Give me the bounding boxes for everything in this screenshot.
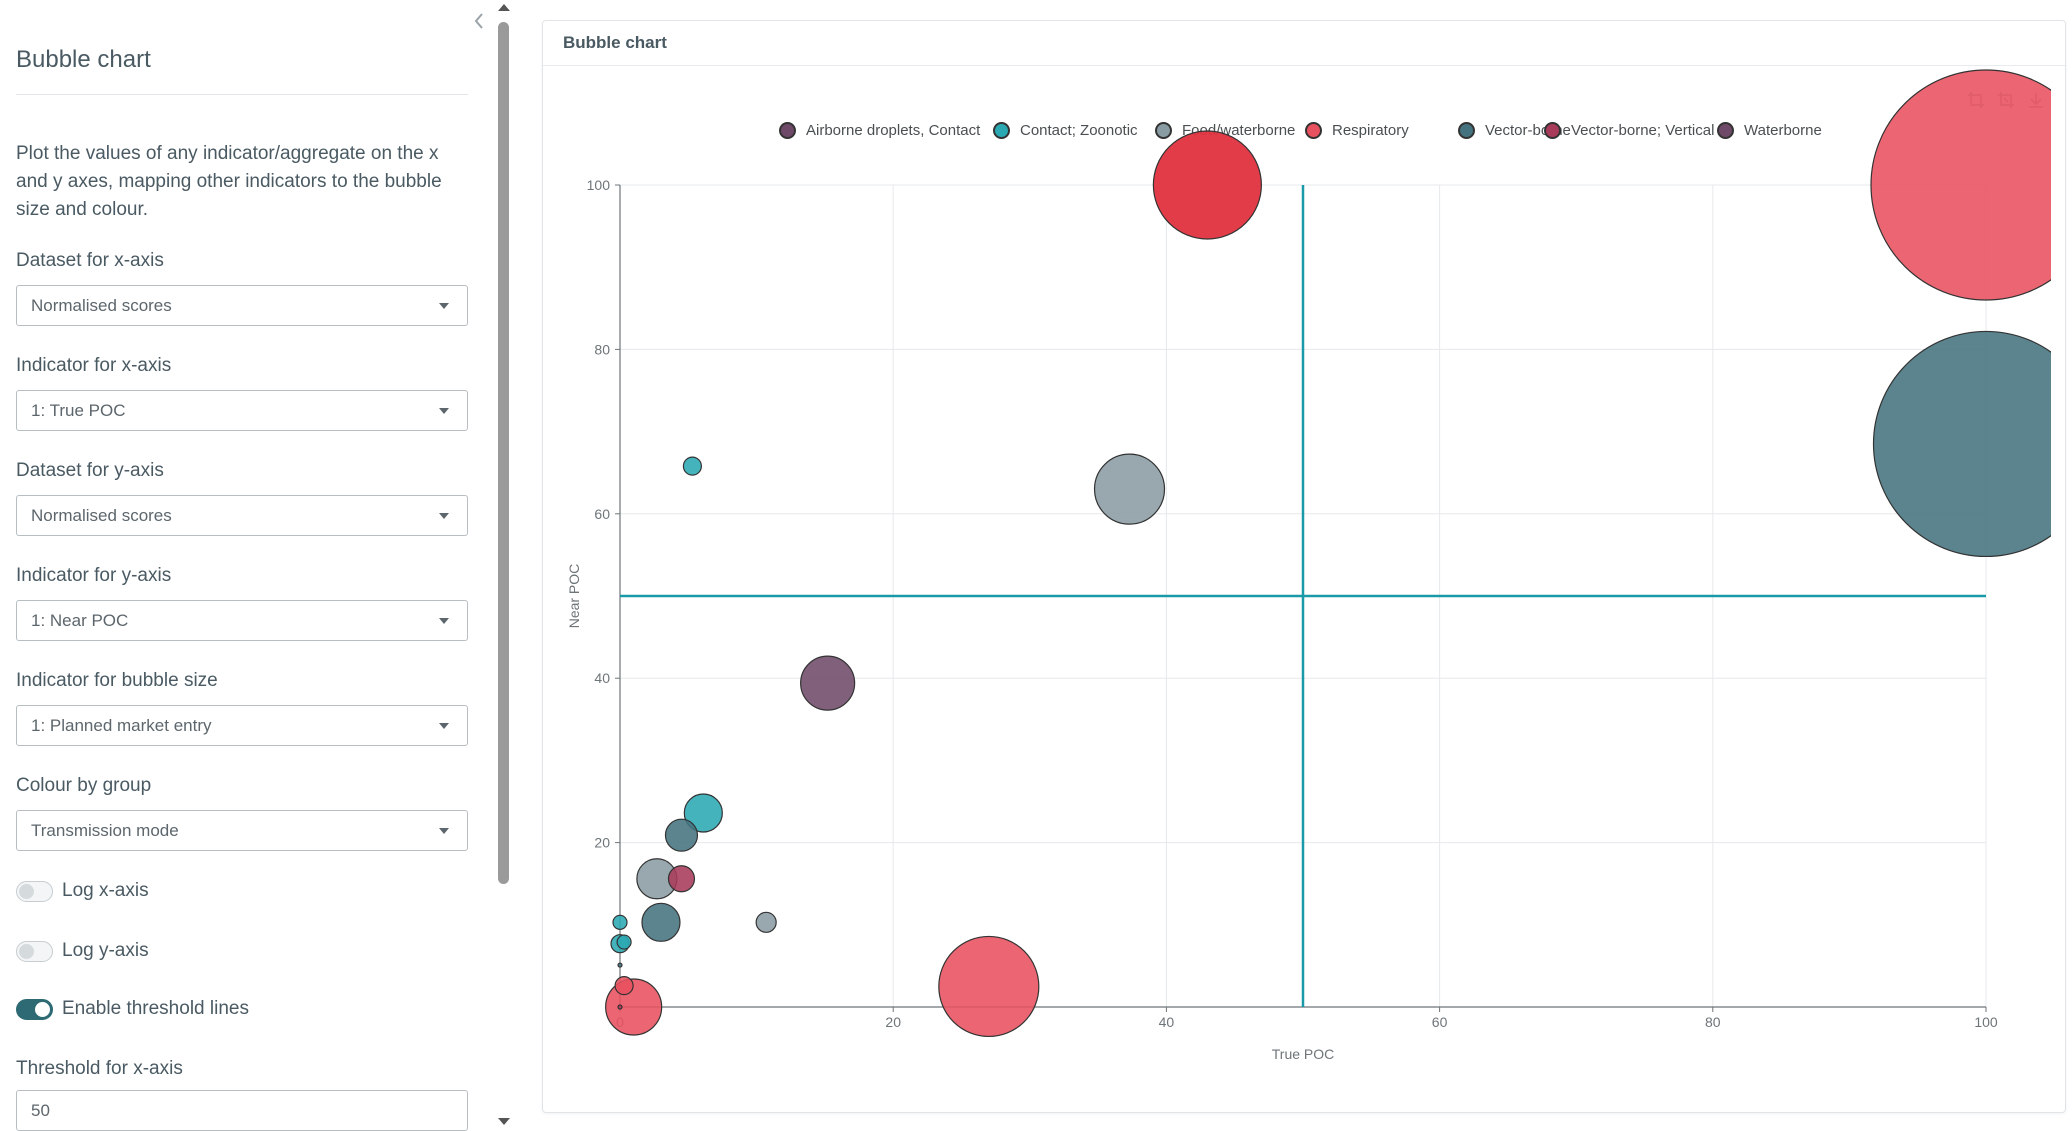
bubble[interactable] [612, 914, 628, 930]
x-axis-title: True POC [1272, 1046, 1335, 1062]
size-indicator-select[interactable]: 1: Planned market entry [16, 705, 468, 746]
y-dataset-value: Normalised scores [31, 505, 172, 525]
legend-item[interactable]: Airborne droplets, Contact [779, 122, 980, 139]
collapse-sidebar-button[interactable] [468, 8, 490, 34]
caret-down-icon [439, 303, 449, 309]
legend-item[interactable]: Waterborne [1717, 122, 1822, 139]
bubble[interactable] [683, 793, 723, 833]
caret-down-icon [439, 618, 449, 624]
bubble[interactable] [1870, 69, 2051, 301]
legend-swatch [993, 122, 1010, 139]
x-dataset-label: Dataset for x-axis [16, 250, 164, 271]
bubble[interactable] [755, 911, 777, 933]
y-indicator-value: 1: Near POC [31, 610, 129, 630]
threshold-x-label: Threshold for x-axis [16, 1058, 183, 1079]
size-indicator-label: Indicator for bubble size [16, 670, 218, 691]
y-dataset-select[interactable]: Normalised scores [16, 495, 468, 536]
scroll-down-icon[interactable] [498, 1118, 510, 1125]
chart-card: Bubble chart Airborne droplets, Contact C… [542, 20, 2066, 1113]
legend-label: Respiratory [1332, 122, 1409, 139]
x-dataset-value: Normalised scores [31, 295, 172, 315]
chevron-left-icon [474, 13, 483, 29]
legend-item[interactable]: Respiratory [1305, 122, 1409, 139]
y-indicator-select[interactable]: 1: Near POC [16, 600, 468, 641]
y-indicator-label: Indicator for y-axis [16, 565, 172, 586]
scrollbar-thumb[interactable] [498, 22, 509, 884]
log-y-label: Log y-axis [62, 940, 149, 961]
y-tick-label: 40 [594, 670, 610, 686]
caret-down-icon [439, 408, 449, 414]
scroll-up-icon[interactable] [498, 4, 510, 11]
legend-swatch [1458, 122, 1475, 139]
x-tick-label: 100 [1974, 1014, 1998, 1030]
log-x-label: Log x-axis [62, 880, 149, 901]
sidebar-divider [16, 94, 468, 95]
x-indicator-value: 1: True POC [31, 400, 126, 420]
x-tick-label: 20 [885, 1014, 901, 1030]
threshold-toggle[interactable]: Enable threshold lines [16, 998, 249, 1020]
caret-down-icon [439, 513, 449, 519]
bubble[interactable] [667, 865, 696, 893]
size-indicator-value: 1: Planned market entry [31, 715, 212, 735]
sidebar-description: Plot the values of any indicator/aggrega… [16, 143, 442, 220]
bubble[interactable] [641, 902, 681, 942]
y-dataset-label: Dataset for y-axis [16, 460, 164, 481]
log-y-toggle[interactable]: Log y-axis [16, 940, 149, 962]
colour-group-select[interactable]: Transmission mode [16, 810, 468, 851]
legend-swatch [779, 122, 796, 139]
chart-legend: Airborne droplets, Contact Contact; Zoono… [543, 122, 2065, 152]
y-tick-label: 100 [587, 177, 611, 193]
x-indicator-label: Indicator for x-axis [16, 355, 172, 376]
bubble[interactable] [617, 1004, 623, 1010]
colour-group-label: Colour by group [16, 775, 152, 796]
legend-label: Contact; Zoonotic [1020, 122, 1138, 139]
y-tick-label: 60 [594, 506, 610, 522]
threshold-switch[interactable] [16, 998, 53, 1020]
threshold-x-input[interactable] [16, 1090, 468, 1131]
bubble[interactable] [664, 818, 699, 852]
legend-swatch [1544, 122, 1561, 139]
bubble[interactable] [605, 978, 663, 1036]
sidebar-scrollbar[interactable] [494, 0, 514, 1127]
y-tick-label: 20 [594, 835, 610, 851]
bubble[interactable] [1152, 130, 1262, 240]
card-title: Bubble chart [543, 21, 2065, 66]
legend-swatch [1155, 122, 1172, 139]
caret-down-icon [439, 828, 449, 834]
legend-item[interactable]: Contact; Zoonotic [993, 122, 1138, 139]
x-dataset-select[interactable]: Normalised scores [16, 285, 468, 326]
bubbles-group [605, 69, 2052, 1038]
threshold-label: Enable threshold lines [62, 998, 249, 1019]
x-tick-label: 60 [1432, 1014, 1448, 1030]
legend-swatch [1305, 122, 1322, 139]
sidebar: Bubble chart Plot the values of any indi… [0, 0, 510, 1131]
sidebar-title: Bubble chart [16, 46, 151, 73]
log-y-switch[interactable] [16, 940, 53, 962]
legend-swatch [1717, 122, 1734, 139]
legend-label: Vector-borne; Vertical [1571, 122, 1715, 139]
bubble[interactable] [1093, 453, 1166, 525]
bubble[interactable] [682, 456, 702, 476]
colour-group-value: Transmission mode [31, 820, 179, 840]
legend-item[interactable]: Vector-borne; Vertical [1544, 122, 1714, 139]
x-tick-label: 80 [1705, 1014, 1721, 1030]
bubble[interactable] [614, 976, 634, 996]
y-tick-label: 80 [594, 341, 610, 357]
bubble[interactable] [616, 934, 632, 950]
caret-down-icon [439, 723, 449, 729]
bubble[interactable] [617, 962, 623, 968]
bubble[interactable] [938, 935, 1040, 1038]
bubble[interactable] [800, 655, 856, 711]
x-tick-label: 40 [1159, 1014, 1175, 1030]
legend-label: Waterborne [1744, 122, 1822, 139]
bubble[interactable] [1872, 330, 2052, 557]
log-x-toggle[interactable]: Log x-axis [16, 880, 149, 902]
x-indicator-select[interactable]: 1: True POC [16, 390, 468, 431]
log-x-switch[interactable] [16, 880, 53, 902]
legend-label: Airborne droplets, Contact [806, 122, 981, 139]
y-axis-title: Near POC [566, 564, 582, 629]
